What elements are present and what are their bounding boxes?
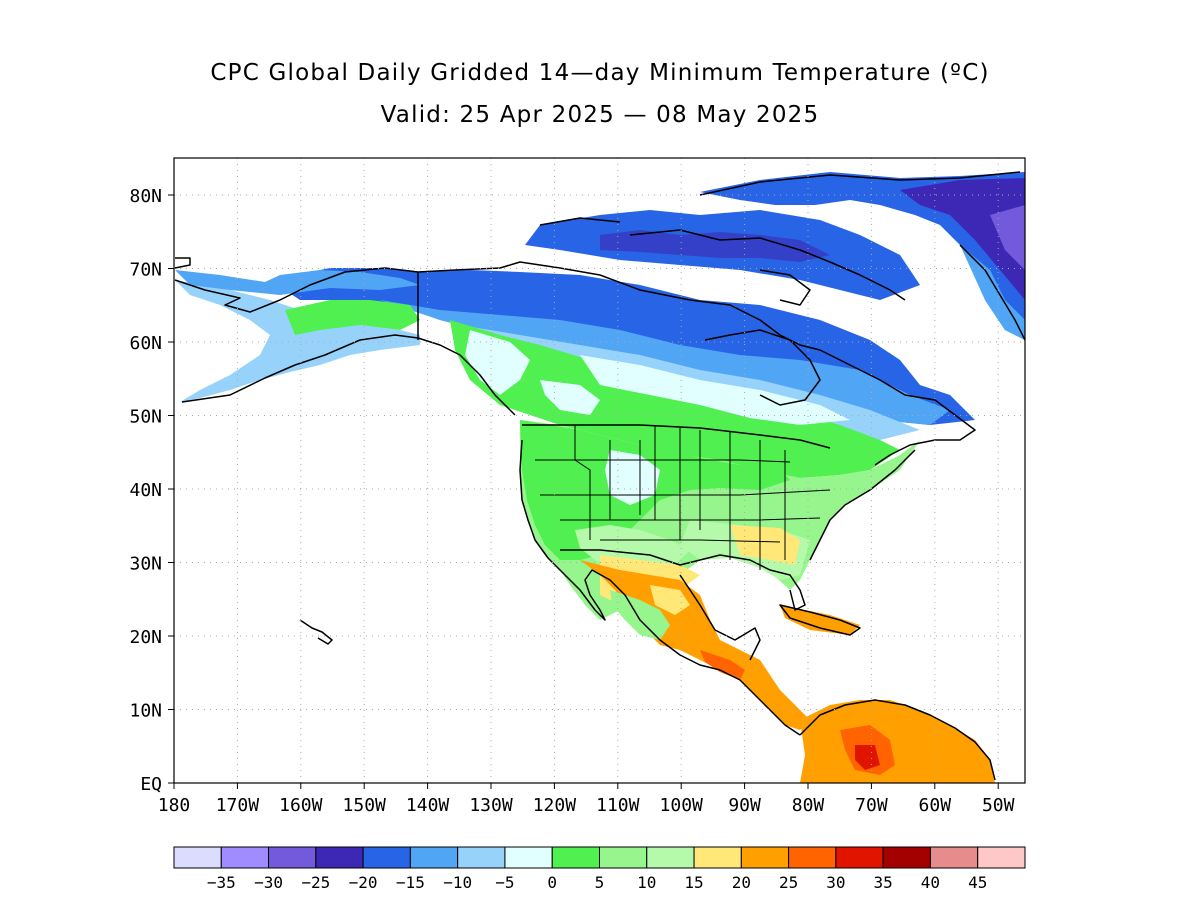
lon-tick-label: 60W [919, 795, 952, 816]
chart-title: CPC Global Daily Gridded 14—day Minimum … [210, 60, 990, 86]
lon-tick-label: 50W [982, 795, 1015, 816]
legend-swatch [173, 846, 222, 869]
lat-tick-label: EQ [140, 774, 162, 795]
legend-label: −25 [301, 873, 330, 892]
legend-label: 10 [637, 873, 656, 892]
lon-tick-label: 160W [279, 795, 323, 816]
lat-tick-label: 50N [129, 407, 162, 428]
legend-swatch [882, 846, 931, 869]
lon-tick-label: 100W [660, 795, 704, 816]
lat-tick-label: 20N [129, 627, 162, 648]
lat-tick-label: 30N [129, 554, 162, 575]
legend-label: 15 [684, 873, 703, 892]
legend-swatch [504, 846, 553, 869]
lon-tick-label: 170W [216, 795, 260, 816]
legend-swatch [835, 846, 884, 869]
legend-label: 25 [779, 873, 798, 892]
lon-tick-label: 110W [596, 795, 640, 816]
legend-label: 30 [826, 873, 845, 892]
lat-tick-label: 10N [129, 701, 162, 722]
lon-tick-label: 120W [533, 795, 577, 816]
color-legend: −35 −30 −25 −20 −15 −10 −5 0 5 10 15 20 25 30 35 40 45 [173, 846, 1026, 892]
legend-swatch [409, 846, 459, 869]
legend-label: −35 [207, 873, 236, 892]
legend-swatch [457, 846, 506, 869]
legend-label: 35 [874, 873, 893, 892]
lon-tick-label: 70W [855, 795, 888, 816]
lon-tick-label: 140W [406, 795, 450, 816]
lon-tick-label: 180 [158, 795, 191, 816]
coastlines [174, 171, 1025, 781]
lon-tick-label: 130W [469, 795, 513, 816]
legend-swatch [220, 846, 270, 869]
legend-label: 20 [732, 873, 751, 892]
lon-tick-label: 150W [343, 795, 387, 816]
longitude-labels: 180 170W 160W 150W 140W 130W 120W 110W 100W 90W 80… [158, 783, 1015, 816]
legend-swatch [315, 846, 364, 869]
lat-tick-label: 70N [129, 260, 162, 281]
legend-swatch [599, 846, 648, 869]
legend-label: −10 [443, 873, 472, 892]
state-boundaries [535, 425, 831, 570]
lat-tick-label: 40N [129, 480, 162, 501]
legend-label: 5 [595, 873, 605, 892]
legend-swatch [268, 846, 317, 869]
legend-label: 40 [921, 873, 940, 892]
legend-label: −15 [396, 873, 425, 892]
legend-label: −5 [495, 873, 514, 892]
legend-swatch [693, 846, 742, 869]
legend-label: −30 [254, 873, 283, 892]
legend-label: 45 [968, 873, 987, 892]
legend-swatch [788, 846, 837, 869]
lon-tick-label: 90W [728, 795, 761, 816]
lat-tick-label: 60N [129, 333, 162, 354]
legend-label: −20 [349, 873, 378, 892]
latitude-labels: 80N 70N 60N 50N 40N 30N 20N 10N EQ [129, 186, 174, 795]
temperature-field [175, 172, 1025, 783]
legend-swatch [977, 846, 1026, 869]
legend-swatch [646, 846, 695, 869]
legend-swatch [740, 846, 790, 869]
lon-tick-label: 80W [792, 795, 825, 816]
legend-label: 0 [547, 873, 557, 892]
legend-swatch [362, 846, 411, 869]
legend-swatch [551, 846, 601, 869]
legend-swatch [929, 846, 979, 869]
chart-subtitle: Valid: 25 Apr 2025 — 08 May 2025 [380, 102, 820, 128]
gridlines [174, 158, 1025, 783]
map-frame [173, 157, 1026, 784]
lat-tick-label: 80N [129, 186, 162, 207]
